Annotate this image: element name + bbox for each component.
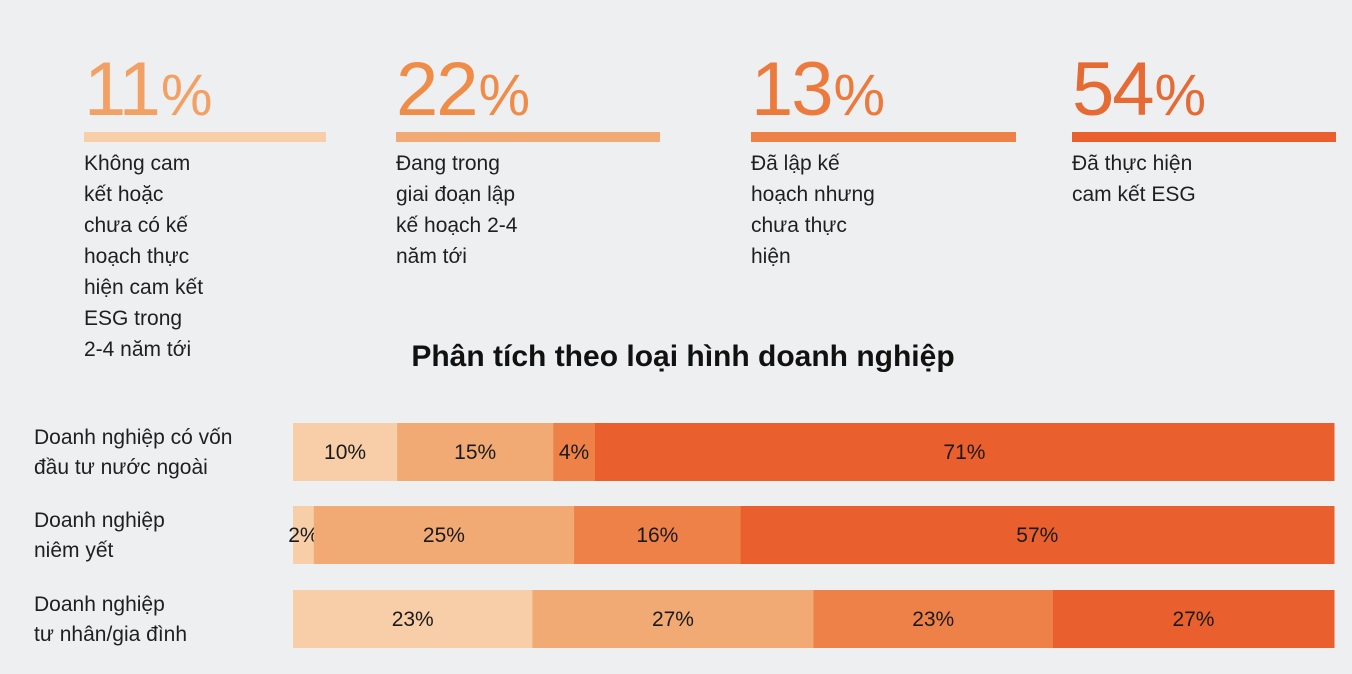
bar-segment-row3-series1 <box>293 590 533 648</box>
bar-segment-row2-series4 <box>740 506 1335 564</box>
row-label-foreign-investment: Doanh nghiệp có vốn đầu tư nước ngoài <box>34 426 233 479</box>
stat-description: Đã thực hiện cam kết ESG <box>1072 152 1196 206</box>
row-label-private-family: Doanh nghiệp tư nhân/gia đình <box>34 593 188 646</box>
stat-implemented: 54% Đã thực hiện cam kết ESG <box>1072 47 1336 206</box>
stat-value: 22% <box>396 47 531 132</box>
stat-value: 13% <box>751 47 886 132</box>
bar-segment-row1-series4 <box>594 423 1335 481</box>
bar-label-row3-series4: 27% <box>1172 608 1214 631</box>
bar-label-row1-series3: 4% <box>559 441 589 464</box>
bar-segment-row1-series2 <box>397 423 554 481</box>
bar-segment-row3-series4 <box>1052 590 1335 648</box>
stat-description: Không cam kết hoặc chưa có kế hoạch thực… <box>84 152 204 361</box>
bar-label-row2-series4: 57% <box>1016 524 1058 547</box>
bar-label-row1-series1: 10% <box>324 441 366 464</box>
bar-segment-row2-series2 <box>313 506 575 564</box>
stat-description: Đã lập kế hoạch nhưng chưa thực hiện <box>751 152 875 268</box>
bar-segment-row3-series3 <box>813 590 1054 648</box>
bar-label-row2-series2: 25% <box>423 524 465 547</box>
chart-title: Phân tích theo loại hình doanh nghiệp <box>411 340 955 373</box>
bar-segment-row2-series1 <box>293 506 315 564</box>
bar-segment-row2-series3 <box>574 506 742 564</box>
stat-underline <box>751 132 1016 142</box>
bar-label-row1-series2: 15% <box>454 441 496 464</box>
bar-label-row2-series1: 2% <box>288 524 318 547</box>
stat-value: 11% <box>84 47 213 132</box>
bar-label-row1-series4: 71% <box>943 441 985 464</box>
bar-segment-row3-series2 <box>532 590 814 648</box>
stat-not-committed: 11% Không cam kết hoặc chưa có kế hoạch … <box>84 47 326 361</box>
stat-underline <box>84 132 326 142</box>
bar-label-row3-series3: 23% <box>912 608 954 631</box>
stat-underline <box>396 132 660 142</box>
stat-planning: 22% Đang trong giai đoạn lập kế hoạch 2-… <box>396 47 660 268</box>
stat-value: 54% <box>1072 47 1207 132</box>
bar-label-row3-series1: 23% <box>392 608 434 631</box>
stat-description: Đang trong giai đoạn lập kế hoạch 2-4 nă… <box>396 152 518 268</box>
bar-label-row3-series2: 27% <box>652 608 694 631</box>
bar-segment-row1-series1 <box>293 423 398 481</box>
stat-planned-not-implemented: 13% Đã lập kế hoạch nhưng chưa thực hiện <box>751 47 1016 268</box>
bar-segment-row1-series3 <box>553 423 596 481</box>
row-label-listed: Doanh nghiệp niêm yết <box>34 509 165 562</box>
stat-underline <box>1072 132 1336 142</box>
bar-label-row2-series3: 16% <box>636 524 678 547</box>
